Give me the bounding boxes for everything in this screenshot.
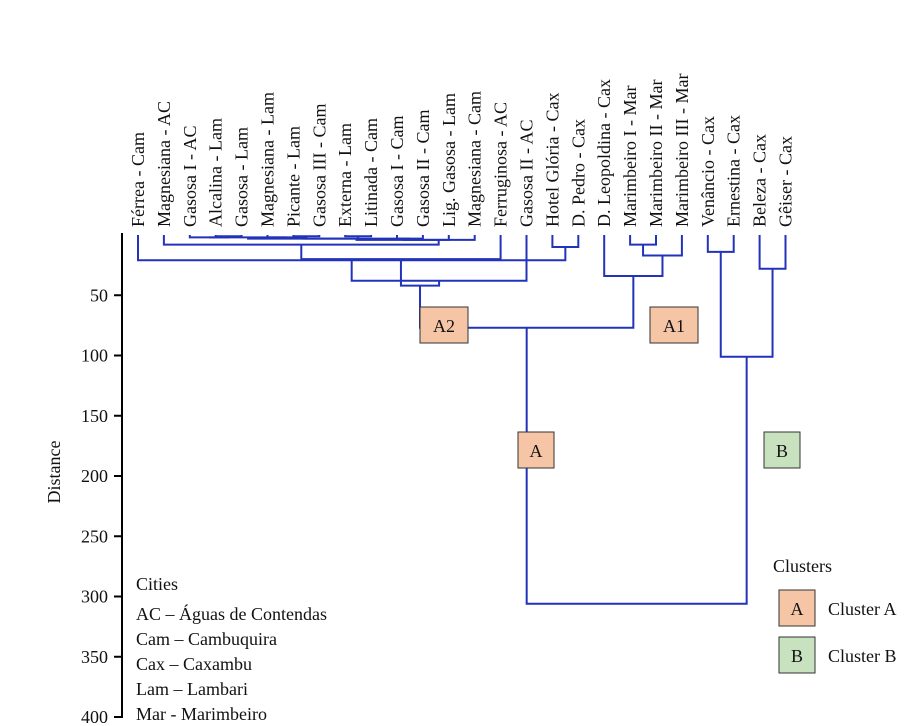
cluster-b-legend-label: Cluster B [828,646,897,666]
cluster-annotation-box [649,306,699,344]
leaf-label: Gasosa - Lam [232,127,252,227]
leaf-label: Lig. Gasosa - Lam [439,93,459,227]
dendrogram-link [719,251,774,358]
cluster-b-swatch-key: B [791,646,803,666]
cluster-annotation-label: A2 [433,316,455,336]
leaf-label: D. Leopoldina - Cax [594,79,614,227]
dendrogram-link [214,235,243,238]
leaf-label: Marimbeiro I - Mar [620,86,640,227]
cluster-a-legend-label: Cluster A [828,599,897,619]
leaf-label: Férrea - Cam [128,132,148,227]
leaf-label: Marimbeiro III - Mar [672,74,692,227]
leaf-label: Gasosa II - AC [517,120,537,227]
leaf-label: Alcalina - Lam [206,118,226,227]
dendrogram-link [629,235,657,246]
cluster-annotation-label: B [776,441,788,461]
cluster-annotation-label: A1 [663,316,685,336]
cluster-annotation-label: A [530,441,543,461]
dendrogram-link [292,235,321,238]
leaf-label: Magnesiana - AC [154,101,174,227]
cluster-a-swatch-key: A [791,599,804,619]
y-axis-label: Distance [44,441,64,504]
y-tick-label: 350 [81,647,108,667]
cities-legend-title: Cities [136,574,178,594]
cluster-annotations: A2 A1 A B [419,306,801,469]
cities-legend: Cities AC – Águas de Contendas Cam – Cam… [136,574,327,724]
clusters-legend-title: Clusters [773,556,832,576]
leaf-label: Gasosa I - AC [180,126,200,228]
cities-legend-item: Lam – Lambari [136,679,248,699]
dendrogram-link [758,235,787,270]
cluster-annotation-box [419,306,469,344]
y-tick-label: 200 [81,466,108,486]
leaf-label: Marimbeiro II - Mar [646,80,666,227]
leaf-label: Ernestina - Cax [724,115,744,227]
leaf-label: D. Pedro - Cax [568,119,588,227]
cities-legend-item: Cax – Caxambu [136,654,252,674]
dendrogram-links [137,235,787,605]
leaf-label: Magnesiana - Lam [258,92,278,227]
y-axis: 50 100 150 200 250 300 350 400 [81,233,123,726]
dendrogram-link [344,235,373,238]
cluster-annotation-box [763,431,801,469]
cluster-annotation-box [517,431,555,469]
leaf-label: Hotel Glória - Cax [542,93,562,227]
y-tick-label: 300 [81,587,108,607]
leaf-label: Beleza - Cax [750,134,770,227]
leaf-label: Ferruginosa - AC [491,102,511,227]
leaf-label: Externa - Lam [335,123,355,227]
leaf-label: Litinada - Cam [361,118,381,227]
leaf-label: Gasosa I - Cam [387,116,407,227]
y-tick-label: 400 [81,707,108,726]
dendrogram-link [551,235,580,249]
leaf-label: Magnesiana - Cam [465,91,485,227]
y-tick-label: 250 [81,526,108,546]
y-tick-label: 100 [81,346,108,366]
leaf-labels: Férrea - Cam Magnesiana - AC Gasosa I - AC… [128,74,796,227]
cluster-b-swatch [778,636,816,674]
cities-legend-item: Mar - Marimbeiro [136,704,267,724]
leaf-label: Picante - Lam [283,126,303,227]
leaf-label: Gêiser - Cax [776,136,796,227]
dendrogram-link [525,327,748,605]
cluster-a-swatch [778,589,816,627]
cities-legend-item: AC – Águas de Contendas [136,603,327,624]
leaf-label: Venâncio - Cax [698,116,718,227]
clusters-legend: Clusters A Cluster A B Cluster B [773,556,897,674]
dendrogram-link [402,235,476,241]
dendrogram-link [706,235,735,253]
y-tick-label: 150 [81,406,108,426]
cities-legend-item: Cam – Cambuquira [136,629,277,649]
dendrogram-link [355,235,450,241]
leaf-label: Gasosa II - Cam [413,110,433,227]
y-tick-label: 50 [90,285,108,305]
leaf-label: Gasosa III - Cam [309,104,329,227]
